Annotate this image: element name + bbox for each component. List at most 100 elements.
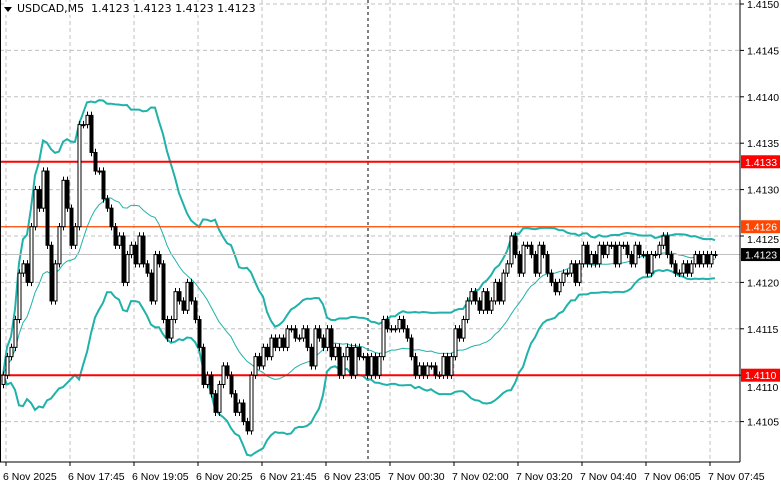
ohlc-readout: 1.4123 1.4123 1.4123 1.4123 (91, 2, 256, 15)
candle-bullish (129, 244, 134, 256)
candle-bullish (693, 254, 698, 265)
candle-bearish (553, 281, 558, 293)
candle-bullish (381, 319, 386, 358)
candle-bullish (5, 356, 10, 376)
symbol-label: USDCAD,M5 (17, 2, 85, 15)
candle-bearish (309, 346, 314, 367)
candle-bullish (21, 263, 26, 274)
candle-bearish (585, 244, 590, 265)
x-tick-label: 6 Nov 17:45 (68, 471, 125, 483)
y-tick-label: 1.4135 (747, 138, 779, 150)
candle-bearish (665, 235, 670, 256)
y-tick-label: 1.4150 (747, 0, 779, 11)
y-tick-label: 1.4145 (747, 45, 779, 57)
candle-bearish (697, 254, 702, 265)
candle-bearish (241, 402, 246, 423)
candle-bearish (405, 328, 410, 339)
candle-bearish (69, 207, 74, 246)
candle-bullish (29, 226, 34, 283)
candle-bearish (101, 170, 106, 200)
candle-bearish (685, 263, 690, 274)
candle-bullish (441, 356, 446, 376)
candle-bearish (197, 319, 202, 348)
candle-bearish (385, 319, 390, 330)
x-tick-label: 7 Nov 07:45 (708, 471, 765, 483)
candle-bearish (37, 189, 42, 209)
candle-bearish (113, 226, 118, 246)
candle-bullish (461, 319, 466, 339)
candle-bearish (93, 151, 98, 172)
candle-bullish (285, 328, 290, 348)
candle-bullish (653, 254, 658, 257)
candle-bearish (105, 198, 110, 209)
candle-bearish (265, 346, 270, 358)
candle-bullish (9, 346, 14, 358)
candle-bullish (521, 244, 526, 274)
candle-bearish (625, 244, 630, 256)
candle-bearish (485, 291, 490, 311)
candle-bearish (293, 328, 298, 339)
candle-bullish (77, 124, 82, 228)
candle-bearish (433, 365, 438, 376)
candle-bearish (517, 254, 522, 274)
candle-bearish (177, 291, 182, 302)
x-tick-label: 7 Nov 02:00 (452, 471, 509, 483)
candle-bearish (201, 346, 206, 385)
candle-bullish (33, 189, 38, 228)
candle-bullish (577, 263, 582, 283)
candle-bullish (41, 170, 46, 209)
candle-bullish (453, 328, 458, 358)
candle-bearish (357, 346, 362, 358)
y-tick-label: 1.4105 (747, 417, 779, 429)
candle-bullish (589, 254, 594, 265)
candle-bearish (273, 337, 278, 348)
candle-bearish (421, 365, 426, 376)
candle-bearish (529, 244, 534, 256)
candle-bearish (149, 272, 154, 302)
candle-bullish (221, 365, 226, 385)
candle-bearish (109, 207, 114, 228)
candle-bullish (689, 263, 694, 274)
candle-bearish (349, 346, 354, 376)
candle-bearish (513, 235, 518, 256)
candle-bearish (133, 244, 138, 265)
candle-bullish (561, 272, 566, 283)
candle-bearish (193, 300, 198, 321)
candle-bullish (137, 235, 142, 265)
level-price-tag (741, 155, 780, 169)
candle-bullish (681, 263, 686, 274)
candle-bullish (489, 300, 494, 311)
candle-bullish (701, 254, 706, 265)
candle-bullish (13, 319, 18, 348)
candle-bullish (581, 244, 586, 265)
candle-bullish (609, 244, 614, 247)
level-price-tag (741, 368, 780, 382)
current-price-tag (741, 248, 780, 262)
candle-bearish (401, 319, 406, 330)
candle-bullish (509, 235, 514, 265)
candle-bullish (341, 356, 346, 376)
dropdown-triangle-icon[interactable] (4, 6, 12, 12)
candle-bullish (325, 328, 330, 348)
level-price-label: 1.4110 (745, 370, 776, 382)
candle-bullish (361, 356, 366, 359)
candle-bearish (457, 328, 462, 339)
x-tick-label: 6 Nov 23:05 (324, 471, 381, 483)
candle-bearish (45, 170, 50, 246)
candle-bullish (569, 263, 574, 274)
x-tick-label: 6 Nov 19:05 (132, 471, 189, 483)
level-price-label: 1.4133 (745, 157, 777, 169)
x-tick-label: 6 Nov 2025 (3, 471, 57, 483)
candle-bearish (233, 393, 238, 413)
candle-bearish (541, 244, 546, 256)
candle-bullish (605, 244, 610, 256)
candle-bearish (473, 291, 478, 302)
candle-bullish (313, 328, 318, 367)
y-tick-label: 1.4115 (747, 324, 778, 336)
candle-bullish (185, 281, 190, 311)
candle-bearish (165, 319, 170, 339)
candle-bullish (369, 356, 374, 376)
candle-bullish (469, 291, 474, 302)
candle-bullish (249, 374, 254, 432)
